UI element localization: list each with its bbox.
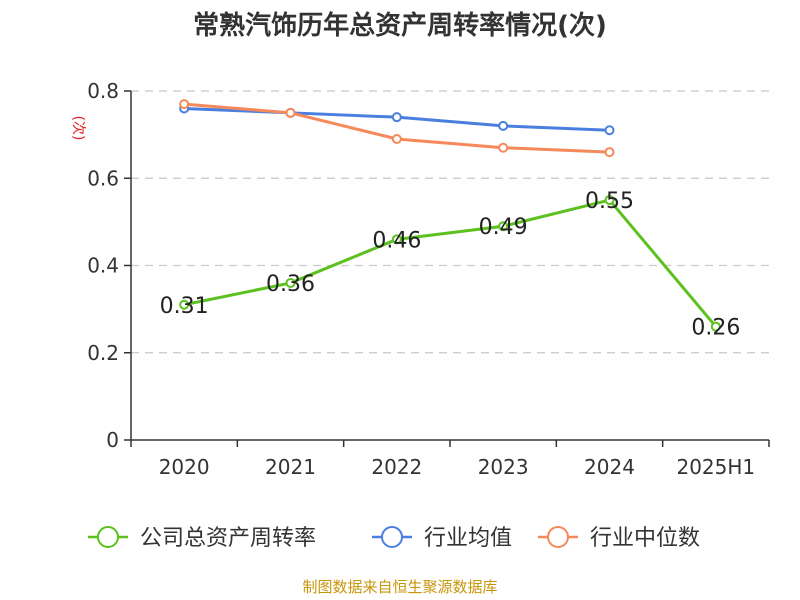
x-tick-label: 2021: [265, 455, 316, 479]
legend-label: 行业均值: [424, 526, 512, 551]
data-point: [604, 147, 615, 158]
y-tick-label: 0.4: [87, 254, 119, 278]
data-label: 0.26: [691, 316, 740, 341]
axes: 0 0.2 0.4 0.6 0.8 2020 2021 2022 2023 2024 2025H1: [87, 79, 770, 479]
legend-label: 行业中位数: [590, 526, 700, 551]
data-point: [710, 321, 721, 332]
data-point: [498, 142, 509, 153]
series: [179, 99, 721, 332]
y-axis-unit: (次): [70, 116, 86, 141]
y-tick-label: 0.6: [87, 166, 119, 190]
x-tick-label: 2025H1: [676, 455, 755, 479]
data-label: 0.36: [266, 272, 315, 297]
data-point: [498, 221, 509, 232]
series-line: [182, 198, 718, 329]
y-tick-label: 0: [106, 428, 119, 452]
x-tick-label: 2023: [478, 455, 529, 479]
data-point: [179, 99, 190, 110]
data-point: [391, 234, 402, 245]
legend-swatch-marker: [547, 526, 569, 548]
data-point: [391, 133, 402, 144]
x-tick-label: 2020: [159, 455, 210, 479]
legend-swatch-marker: [97, 526, 119, 548]
data-label: 0.31: [160, 294, 209, 319]
y-tick-label: 0.2: [87, 341, 119, 365]
x-tick-label: 2024: [584, 455, 635, 479]
data-point: [285, 277, 296, 288]
y-tick-label: 0.8: [87, 79, 119, 103]
data-point: [179, 299, 190, 310]
legend: 公司总资产周转率 行业均值 行业中位数: [88, 526, 700, 551]
x-tick-label: 2022: [371, 455, 422, 479]
data-point: [285, 107, 296, 118]
data-label: 0.55: [585, 189, 634, 214]
data-point: [604, 125, 615, 136]
data-point: [498, 120, 509, 131]
data-point: [391, 112, 402, 123]
chart-title: 常熟汽饰历年总资产周转率情况(次): [193, 10, 607, 41]
data-label: 0.49: [479, 215, 528, 240]
legend-swatch-marker: [381, 526, 403, 548]
data-labels: 0.31 0.36 0.46 0.49 0.55 0.26: [160, 189, 741, 341]
source-note: 制图数据来自恒生聚源数据库: [302, 578, 497, 596]
data-point: [604, 195, 615, 206]
data-label: 0.46: [372, 228, 421, 253]
grid-lines: [131, 90, 769, 354]
legend-label: 公司总资产周转率: [140, 526, 316, 551]
